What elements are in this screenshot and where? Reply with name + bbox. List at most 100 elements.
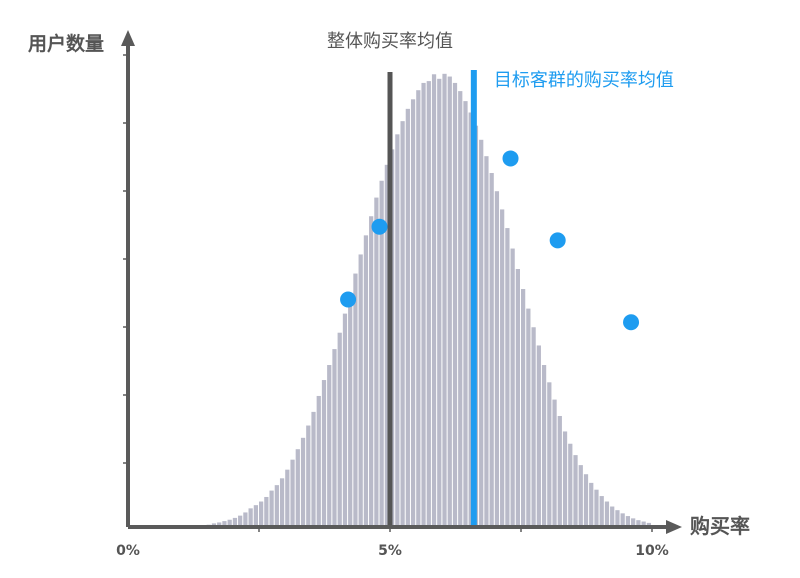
histogram-bar <box>374 197 379 527</box>
histogram-bar <box>615 510 620 527</box>
histogram-bar <box>636 520 641 527</box>
histogram-bar <box>300 437 306 527</box>
histogram-bar <box>494 191 500 527</box>
histogram-bar <box>227 519 232 527</box>
histogram-bar <box>641 521 646 527</box>
target-point <box>623 314 640 331</box>
histogram-bar <box>410 99 416 528</box>
target-mean-label: 目标客群的购买率均值 <box>494 70 674 91</box>
histogram-bar <box>253 505 258 527</box>
histogram-bar <box>562 431 568 527</box>
target-point <box>549 232 566 249</box>
histogram-bar <box>484 156 489 527</box>
histogram-bar <box>316 395 321 527</box>
histogram-bar <box>416 90 421 527</box>
histogram-bar <box>269 490 274 527</box>
histogram-bar <box>321 380 327 527</box>
histogram-bar <box>353 273 358 527</box>
histogram-bar <box>437 78 442 527</box>
histogram-bar <box>631 518 636 527</box>
y-axis-title: 用户数量 <box>28 32 104 55</box>
overall-mean-label: 整体购买率均值 <box>327 31 453 52</box>
histogram-bar <box>363 235 369 527</box>
histogram-bar <box>327 365 332 527</box>
histogram-bar <box>521 289 526 527</box>
histogram-bar <box>426 81 431 527</box>
histogram-bar <box>604 501 610 527</box>
histogram-bar <box>452 82 458 528</box>
histogram-bar <box>468 112 473 527</box>
histogram-bar <box>547 382 552 527</box>
histogram-bar <box>311 411 316 527</box>
histogram-bar <box>264 496 269 527</box>
reference-lines <box>387 70 477 527</box>
histogram-bar <box>442 73 447 527</box>
histogram-bar <box>332 349 337 527</box>
histogram-bar <box>342 313 348 527</box>
histogram-bar <box>358 254 363 527</box>
histogram-bar <box>515 269 520 527</box>
histogram-bar <box>295 449 300 527</box>
histogram-bar <box>489 173 494 527</box>
histogram-bar <box>248 508 253 527</box>
histogram-bar <box>552 399 557 527</box>
target-point <box>340 291 357 308</box>
x-axis-title: 购买率 <box>690 514 750 538</box>
histogram-bar <box>348 293 353 527</box>
histogram-bar <box>369 216 374 528</box>
histogram-bars <box>206 73 651 528</box>
histogram-bar <box>568 443 573 527</box>
histogram-bar <box>222 521 227 527</box>
histogram-bar <box>583 474 589 527</box>
histogram-bar <box>306 425 311 527</box>
histogram-bar <box>610 506 615 527</box>
histogram-bar <box>379 180 384 527</box>
x-tick-label: 0% <box>116 543 140 559</box>
x-tick-marks <box>258 527 653 532</box>
histogram-bar <box>526 308 531 527</box>
histogram-bar <box>238 515 243 528</box>
histogram-bar <box>505 228 510 527</box>
histogram-bar <box>421 82 426 528</box>
histogram-bar <box>557 415 562 527</box>
histogram-bar <box>384 164 389 527</box>
target-point <box>371 218 388 235</box>
histogram-bar <box>646 522 651 527</box>
histogram-bar <box>337 332 342 527</box>
x-tick-label: 10% <box>635 543 669 559</box>
histogram-bar <box>589 482 594 527</box>
histogram-bar <box>217 522 222 527</box>
y-tick-marks <box>123 54 128 464</box>
histogram-bar <box>479 139 484 528</box>
histogram-bar <box>510 248 515 528</box>
histogram-bar <box>536 345 541 527</box>
histogram-bar <box>259 501 264 527</box>
histogram-bar <box>285 469 290 527</box>
histogram-bar <box>463 101 468 528</box>
histogram-bar <box>279 478 285 527</box>
histogram-bar <box>599 496 604 527</box>
x-axis-arrow-icon <box>666 520 682 534</box>
histogram-bar <box>395 134 400 527</box>
histogram-bar <box>625 516 631 527</box>
histogram-bar <box>431 74 437 528</box>
histogram-bar <box>620 513 625 527</box>
y-axis-arrow-icon <box>121 30 135 46</box>
histogram-bar <box>243 512 248 527</box>
axes <box>121 30 682 534</box>
histogram-bar <box>274 485 279 527</box>
histogram-bar <box>541 365 547 527</box>
chart-labels: 用户数量 购买率 0% 5% 10% 整体购买率均值 目标客群的购买率均值 <box>28 31 750 559</box>
histogram-bar <box>500 209 505 527</box>
target-point <box>502 150 519 167</box>
histogram-bar <box>232 517 238 527</box>
histogram-bar <box>447 76 452 528</box>
histogram-bar <box>405 108 410 527</box>
histogram-bar <box>290 459 295 527</box>
x-tick-label: 5% <box>378 543 402 559</box>
histogram-bar <box>400 121 405 527</box>
histogram-bar <box>458 91 463 528</box>
histogram-bar <box>594 489 599 527</box>
